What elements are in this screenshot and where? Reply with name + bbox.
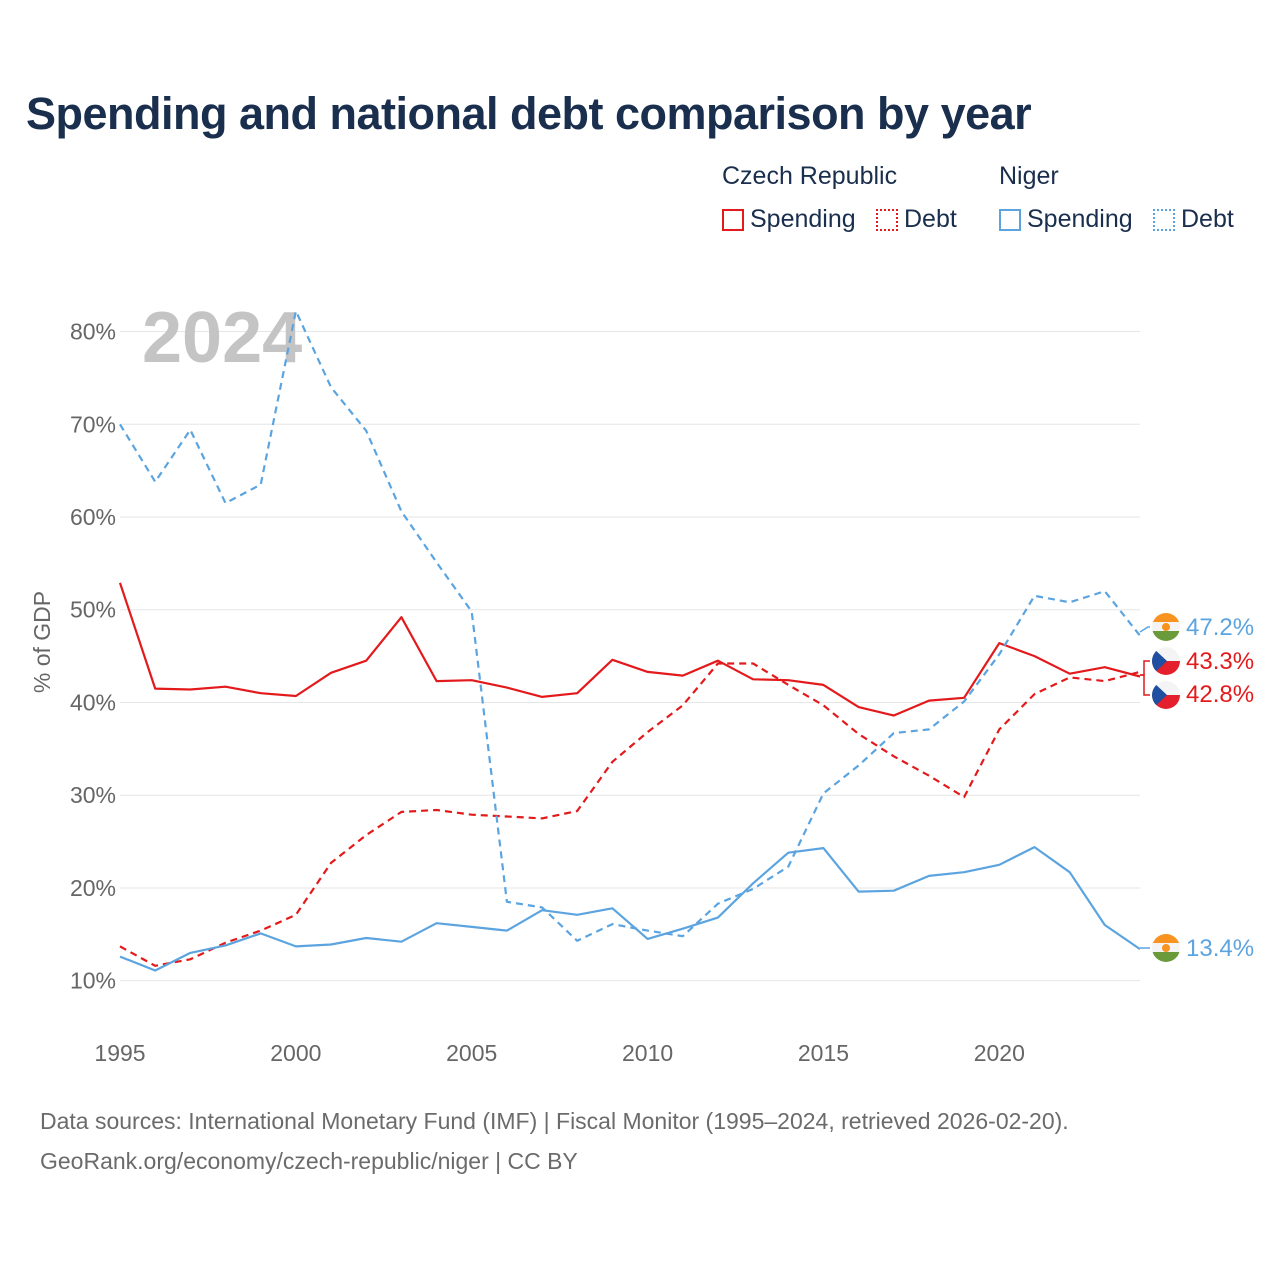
czech-flag-icon (1152, 681, 1180, 709)
x-tick-label: 1995 (94, 1040, 145, 1066)
niger-flag-icon (1152, 934, 1180, 962)
year-watermark: 2024 (142, 298, 302, 378)
label-connector (1140, 660, 1150, 676)
footer-sources: Data sources: International Monetary Fun… (40, 1108, 1069, 1134)
label-connector (1139, 626, 1150, 633)
series-line-czech-republic-spending[interactable] (118, 582, 1141, 717)
legend-group-czech: Czech Republic (722, 162, 898, 190)
legend-group-niger: Niger (999, 162, 1059, 190)
y-tick-label: 80% (70, 319, 116, 345)
x-tick-label: 2015 (798, 1040, 849, 1066)
dashed-line-swatch-icon (876, 208, 898, 231)
footer-link[interactable]: GeoRank.org/economy/czech-republic/niger… (40, 1148, 578, 1174)
y-tick-label: 60% (70, 504, 116, 530)
y-tick-label: 20% (70, 875, 116, 901)
legend-label: Spending (750, 205, 856, 233)
legend-item-niger-debt[interactable]: Debt (1153, 205, 1234, 234)
legend-item-czech-spending[interactable]: Spending (722, 205, 856, 234)
x-tick-label: 2000 (270, 1040, 321, 1066)
legend-item-niger-spending[interactable]: Spending (999, 205, 1133, 234)
legend-item-czech-debt[interactable]: Debt (876, 205, 957, 234)
solid-line-swatch-icon (722, 208, 744, 231)
series-line-niger-debt[interactable] (119, 310, 1141, 942)
series-line-niger-spending[interactable] (119, 845, 1141, 972)
end-label-niger-debt: 47.2% (1186, 614, 1254, 641)
series-line-czech-republic-debt[interactable] (119, 662, 1141, 967)
y-tick-label: 50% (70, 597, 116, 623)
end-label-niger-spending: 13.4% (1186, 935, 1254, 962)
end-label-czech-debt: 42.8% (1186, 681, 1254, 708)
legend-label: Debt (904, 205, 957, 233)
y-tick-label: 40% (70, 689, 116, 715)
czech-flag-icon (1152, 647, 1180, 675)
y-tick-label: 10% (70, 968, 116, 994)
x-tick-label: 2010 (622, 1040, 673, 1066)
x-tick-label: 2020 (974, 1040, 1025, 1066)
dashed-line-swatch-icon (1153, 208, 1175, 231)
legend-label: Spending (1027, 205, 1133, 233)
niger-flag-icon (1152, 613, 1180, 641)
chart-title: Spending and national debt comparison by… (26, 88, 1032, 139)
legend-label: Debt (1181, 205, 1234, 233)
solid-line-swatch-icon (999, 208, 1021, 231)
label-connector (1140, 674, 1150, 696)
end-label-czech-spending: 43.3% (1186, 648, 1254, 675)
y-axis-label: % of GDP (29, 591, 55, 693)
y-tick-label: 30% (70, 782, 116, 808)
y-tick-label: 70% (70, 411, 116, 437)
x-tick-label: 2005 (446, 1040, 497, 1066)
